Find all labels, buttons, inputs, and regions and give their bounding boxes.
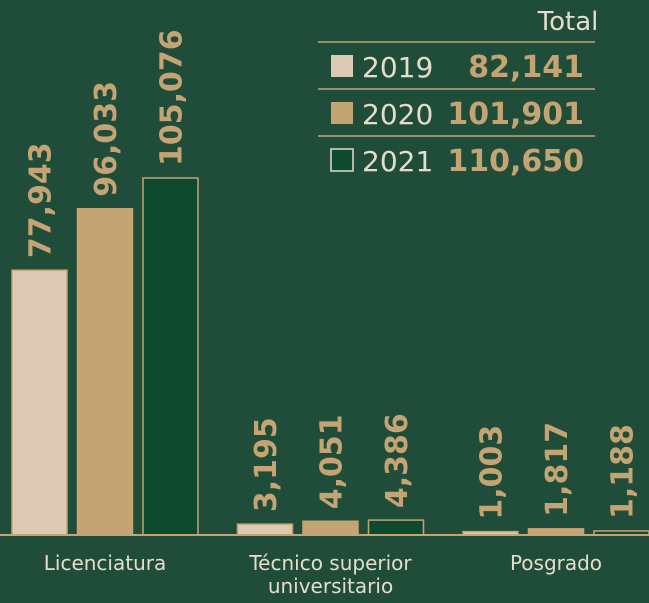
data-label: 1,003 bbox=[475, 425, 510, 520]
legend-total: 82,141 bbox=[468, 50, 584, 85]
bar bbox=[11, 269, 68, 536]
category-label: Técnico superior universitario bbox=[249, 551, 412, 598]
bar bbox=[236, 523, 294, 536]
legend-swatch bbox=[331, 102, 353, 124]
legend-total: 110,650 bbox=[447, 144, 584, 179]
data-label: 1,817 bbox=[540, 422, 575, 517]
legend-swatch bbox=[330, 148, 354, 172]
data-label: 77,943 bbox=[24, 142, 59, 258]
data-label: 3,195 bbox=[249, 417, 284, 512]
legend-label: 2019 bbox=[362, 51, 433, 84]
data-label: 4,051 bbox=[315, 414, 350, 509]
bar bbox=[367, 519, 425, 536]
legend-total: 101,901 bbox=[447, 97, 584, 132]
data-label: 96,033 bbox=[89, 81, 124, 197]
bar bbox=[302, 520, 359, 536]
data-label: 4,386 bbox=[380, 413, 415, 508]
bar bbox=[76, 207, 134, 536]
category-label: Licenciatura bbox=[43, 551, 167, 575]
category-label: Posgrado bbox=[509, 551, 603, 575]
data-label: 105,076 bbox=[155, 29, 190, 166]
legend-swatch bbox=[331, 55, 353, 77]
legend-header: Total bbox=[537, 7, 599, 37]
legend-label: 2021 bbox=[362, 145, 433, 178]
bar bbox=[142, 177, 199, 536]
legend-label: 2020 bbox=[362, 98, 433, 131]
data-label: 1,188 bbox=[606, 424, 641, 519]
